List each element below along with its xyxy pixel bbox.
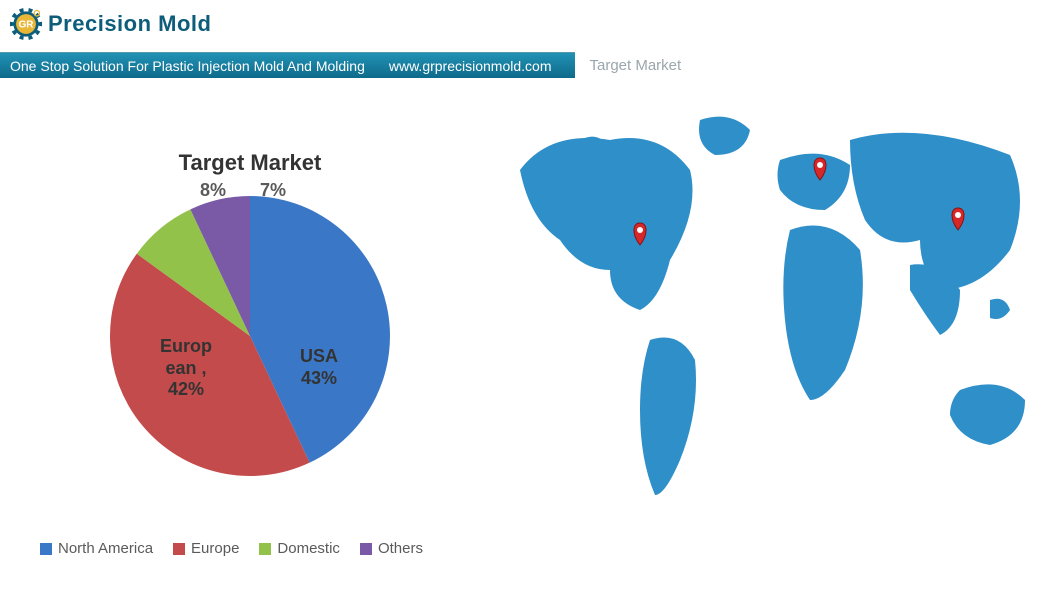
world-map [490, 100, 1050, 520]
brand-name: Precision Mold [48, 11, 211, 37]
pie-label-others: 7% [260, 180, 286, 202]
svg-text:GR: GR [19, 20, 34, 31]
legend-swatch [173, 543, 185, 555]
legend-label: Others [378, 540, 423, 557]
continent-shape [520, 138, 693, 310]
legend-label: Europe [191, 540, 239, 557]
legend-item-north-america: North America [40, 540, 153, 557]
header-tagline-bar: One Stop Solution For Plastic Injection … [0, 52, 575, 78]
continent-shape [699, 117, 750, 155]
gear-gr-icon: GR [8, 6, 44, 42]
brand-logo: GR Precision Mold [8, 6, 211, 42]
continent-shape [950, 384, 1025, 445]
continent-shape [778, 154, 851, 210]
legend-swatch [259, 543, 271, 555]
chart-title: Target Market [40, 150, 460, 176]
legend-label: North America [58, 540, 153, 557]
chart-legend: North America Europe Domestic Others [40, 540, 423, 557]
website-url: www.grprecisionmold.com [389, 58, 552, 74]
legend-swatch [40, 543, 52, 555]
continent-shape [783, 226, 863, 401]
tagline-text: One Stop Solution For Plastic Injection … [10, 58, 365, 74]
pie-label-domestic: 8% [200, 180, 226, 202]
pie-chart-region: Target Market USA43% European ,42% 8% 7% [40, 150, 460, 486]
continent-shape [990, 299, 1010, 319]
continent-shape [640, 338, 696, 496]
pie-chart: USA43%European ,42%8%7% [100, 186, 400, 486]
continent-shape [850, 133, 1020, 290]
pie-label-european: European ,42% [160, 336, 212, 401]
legend-swatch [360, 543, 372, 555]
continent-shape [580, 137, 610, 154]
legend-item-others: Others [360, 540, 423, 557]
legend-item-europe: Europe [173, 540, 239, 557]
header-side-label: Target Market [575, 52, 695, 78]
legend-label: Domestic [277, 540, 340, 557]
pie-label-usa: USA43% [300, 346, 338, 389]
legend-item-domestic: Domestic [259, 540, 340, 557]
header-bar: One Stop Solution For Plastic Injection … [0, 52, 695, 78]
